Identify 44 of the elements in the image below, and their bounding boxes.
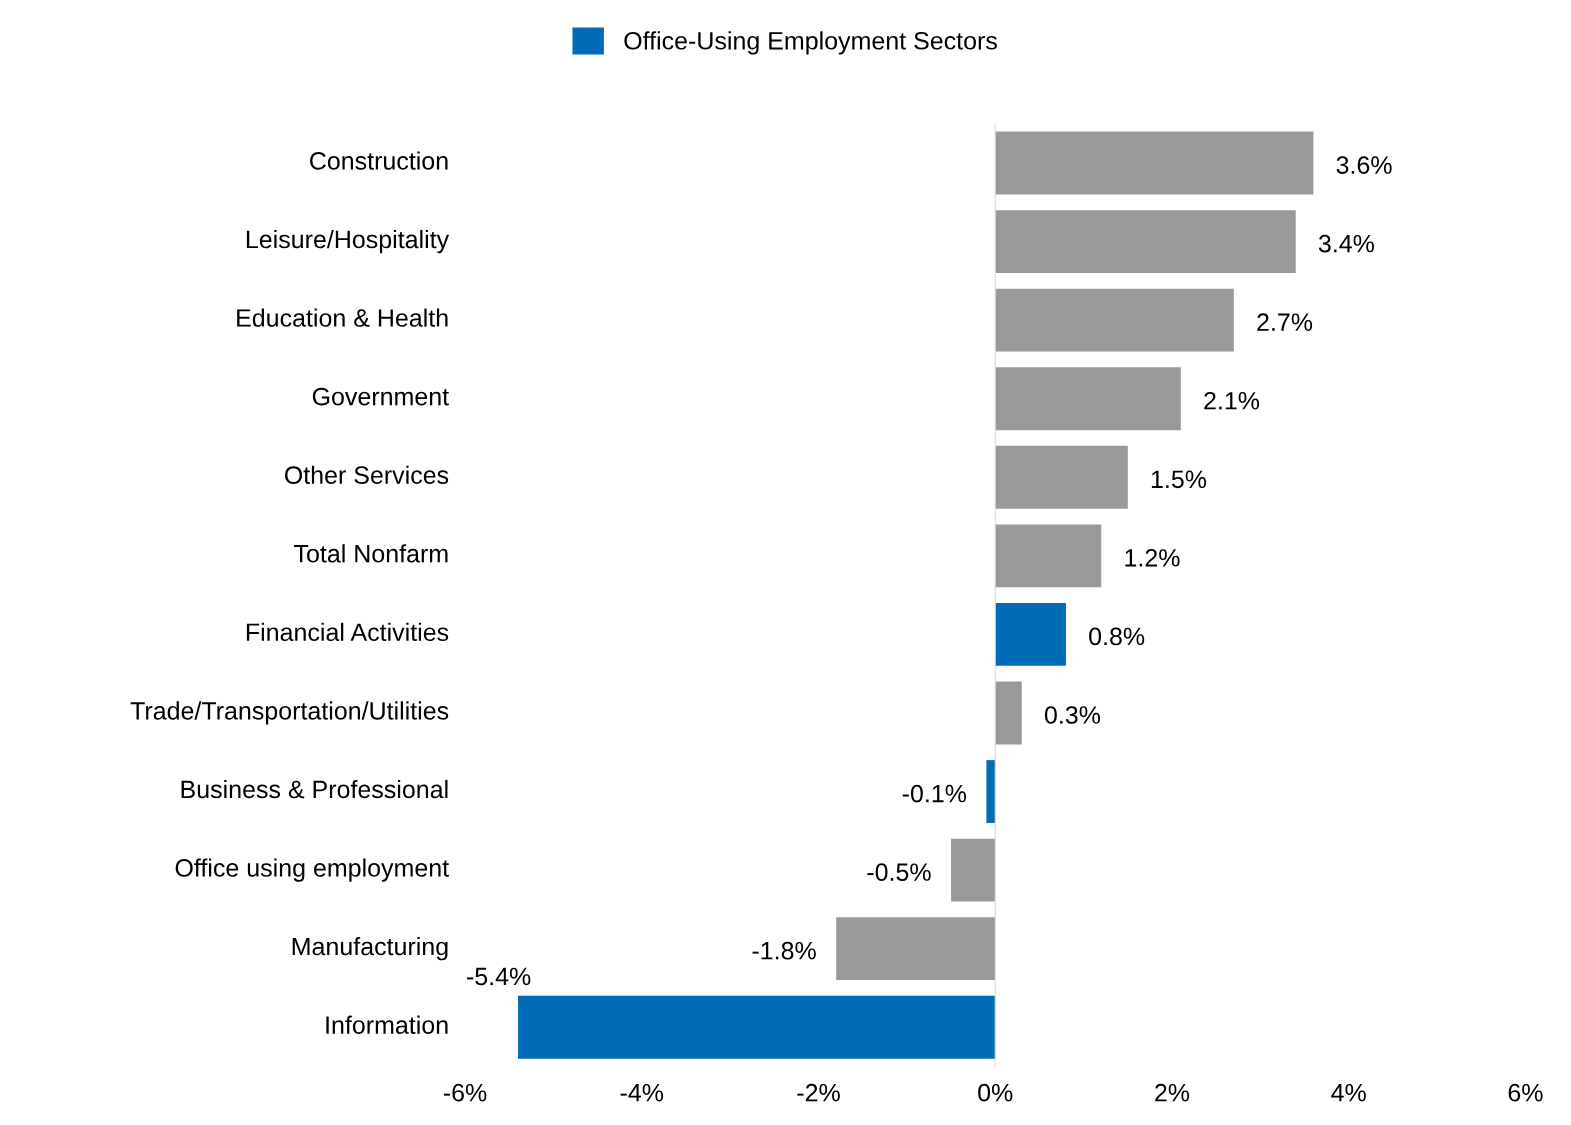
bar — [986, 760, 996, 823]
bar — [518, 995, 996, 1059]
text: 0.8% — [1089, 627, 1145, 646]
text: 2.1% — [1204, 391, 1260, 410]
x-tick-label: 6% — [1508, 1083, 1543, 1102]
bar — [995, 131, 1314, 195]
y-tick-label: Total Nonfarm — [294, 544, 448, 563]
text: 1.2% — [1125, 549, 1180, 567]
x-tick-label: 0% — [978, 1083, 1013, 1102]
text: 0.3% — [1044, 706, 1101, 724]
y-tick-label: Education & Health — [237, 308, 448, 327]
x-tick-label: -6% — [443, 1083, 487, 1102]
y-tick-label: Financial Activities — [246, 622, 449, 642]
bar — [836, 917, 996, 981]
x-tick-label: -2% — [797, 1083, 840, 1102]
bar — [995, 288, 1234, 352]
bar — [951, 838, 996, 902]
y-tick-label: Government — [312, 387, 449, 406]
x-tick-label: -4% — [620, 1083, 664, 1102]
bar — [995, 367, 1181, 431]
y-tick-label: Information — [326, 1015, 448, 1034]
x-tick-label: 4% — [1331, 1083, 1366, 1102]
y-tick-label: Construction — [310, 151, 448, 170]
x-tick-label: 2% — [1155, 1083, 1190, 1102]
text: 3.4% — [1318, 234, 1374, 253]
text: -1.8% — [752, 941, 816, 960]
text: 1.5% — [1151, 470, 1207, 489]
bar — [995, 602, 1066, 666]
bar — [995, 210, 1296, 274]
text: -0.5% — [867, 863, 931, 881]
y-tick-label: Manufacturing — [292, 937, 448, 961]
text: 3.6% — [1336, 156, 1392, 174]
bar — [995, 681, 1022, 745]
y-tick-label: Business & Professional — [181, 779, 448, 799]
text: -5.4% — [467, 967, 531, 986]
y-tick-label: Other Services — [284, 465, 449, 484]
bar — [995, 524, 1102, 588]
text: 2.7% — [1257, 313, 1313, 331]
bar — [995, 445, 1128, 509]
y-tick-label: Trade/Transportation/Utilities — [130, 701, 449, 725]
text: -0.1% — [902, 784, 967, 803]
legend-label: Office-Using Employment Sectors — [624, 31, 997, 55]
y-tick-label: Office using employment — [175, 858, 449, 882]
y-tick-label: Leisure/Hospitality — [246, 229, 450, 254]
